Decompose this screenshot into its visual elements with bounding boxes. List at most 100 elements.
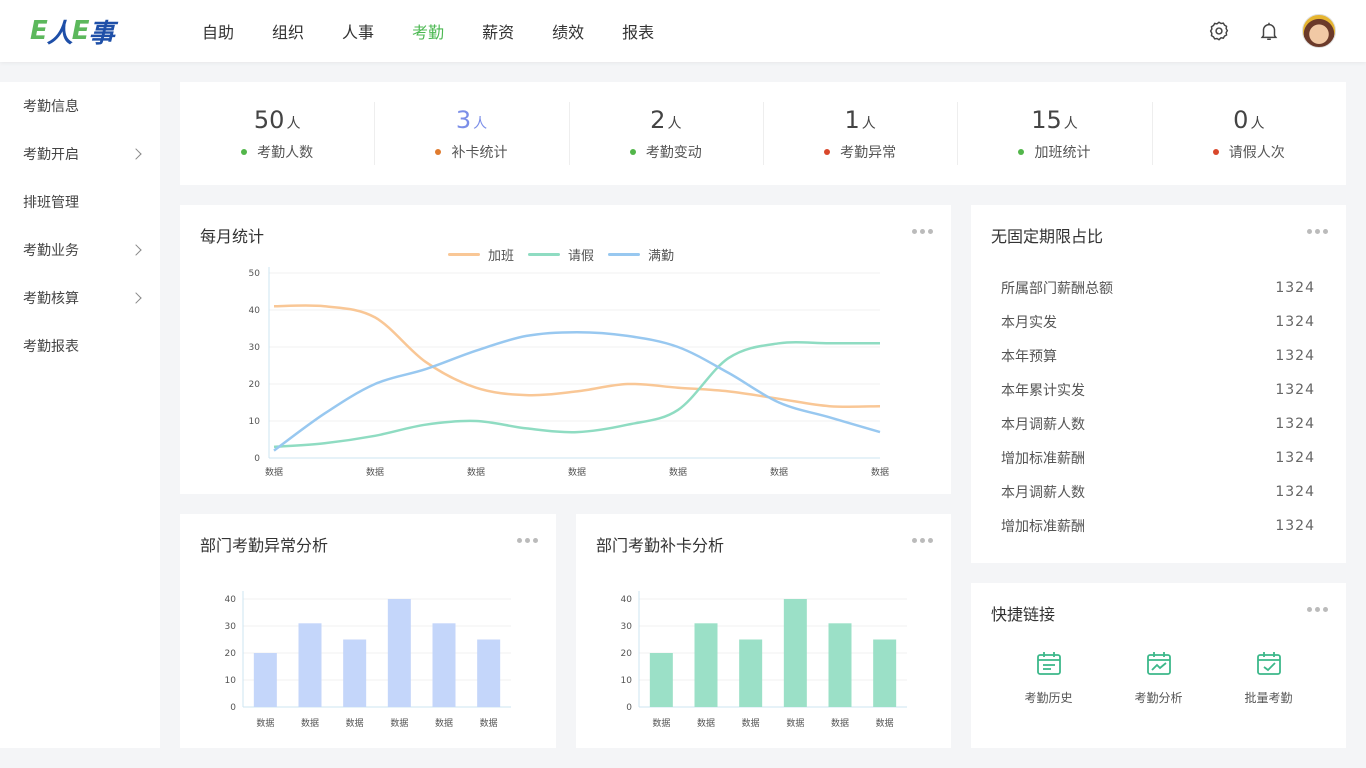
quick-link[interactable]: 考勤分析 — [1104, 649, 1214, 706]
legend-swatch — [528, 253, 561, 256]
calendar-list-icon — [1036, 652, 1061, 675]
sidebar-item[interactable]: 排班管理 — [0, 178, 160, 226]
sidebar-item[interactable]: 考勤开启 — [0, 130, 160, 178]
sidebar: 考勤信息 考勤开启 排班管理 考勤业务 考勤核算考勤报表 — [0, 82, 160, 748]
card-title: 无固定期限占比 — [991, 227, 1104, 246]
quick-link[interactable]: 考勤历史 — [994, 649, 1104, 706]
stat-number: 3 — [455, 105, 472, 134]
nav-item[interactable]: 考勤 — [412, 23, 445, 42]
more-options-icon[interactable] — [909, 538, 933, 543]
legend-item[interactable]: 加班 — [448, 245, 514, 264]
legend-item[interactable]: 满勤 — [608, 245, 674, 264]
user-avatar[interactable] — [1302, 14, 1336, 48]
logo-char-shi: 事 — [88, 18, 115, 49]
y-tick-label: 0 — [626, 703, 632, 713]
x-tick-label: 数据 — [366, 466, 384, 478]
x-tick-label: 数据 — [786, 717, 804, 729]
list-item-label: 本月调薪人数 — [1001, 417, 1085, 433]
card-title: 部门考勤补卡分析 — [596, 536, 725, 555]
list-item-value: 1324 — [1275, 416, 1315, 432]
stat-item[interactable]: 2 人考勤变动 — [568, 82, 763, 185]
nav-item[interactable]: 组织 — [272, 23, 305, 42]
legend-item[interactable]: 请假 — [528, 245, 594, 264]
x-tick-label: 数据 — [871, 466, 889, 478]
status-dot — [435, 148, 442, 155]
top-bar: E 人 E 事 自助 组织 人事 考勤 薪资 绩效 报表 — [0, 0, 1366, 62]
x-tick-label: 数据 — [876, 717, 894, 729]
logo-char-ren: 人 — [46, 18, 73, 49]
series-line — [273, 304, 881, 408]
quick-links-card: 快捷链接 考勤历史 考勤分析 批量考勤 — [971, 583, 1346, 748]
bar — [783, 599, 807, 707]
legend-label: 满勤 — [648, 249, 675, 264]
stat-item[interactable]: 15 人加班统计 — [957, 82, 1151, 185]
abnormal-analysis-card: 部门考勤异常分析 0 10 20 30 40 数据 数据 数据 数据 数据 数据 — [180, 514, 556, 748]
more-options-icon[interactable] — [1304, 607, 1328, 612]
stat-label-text: 加班统计 — [1034, 144, 1091, 161]
y-tick-label: 50 — [249, 269, 261, 279]
chevron-right-icon — [130, 148, 142, 160]
stat-label: 补卡统计 — [435, 142, 507, 162]
x-tick-label: 数据 — [669, 466, 687, 478]
stat-item[interactable]: 3 人补卡统计 — [374, 82, 568, 185]
x-tick-label: 数据 — [265, 466, 283, 478]
nav-item[interactable]: 自助 — [202, 23, 235, 42]
bar — [828, 623, 852, 707]
list-item: 本年预算 1324 — [1001, 339, 1315, 373]
list-item-label: 增加标准薪酬 — [1001, 519, 1085, 535]
legend-swatch — [608, 253, 641, 256]
stat-item[interactable]: 1 人考勤异常 — [762, 82, 957, 185]
bar-chart: 0 10 20 30 40 数据 数据 数据 数据 数据 数据 — [621, 591, 907, 729]
stat-label: 考勤异常 — [824, 142, 896, 162]
stat-unit: 人 — [861, 115, 876, 132]
supplement-analysis-card: 部门考勤补卡分析 0 10 20 30 40 数据 数据 数据 数据 数据 数据 — [576, 514, 951, 748]
x-tick-label: 数据 — [652, 717, 670, 729]
nav-item[interactable]: 薪资 — [482, 23, 515, 42]
quick-link-label: 考勤历史 — [1024, 691, 1073, 705]
stat-value: 15 人 — [1031, 106, 1078, 134]
more-options-icon[interactable] — [909, 229, 933, 234]
status-dot — [1212, 148, 1219, 155]
quick-link[interactable]: 批量考勤 — [1214, 649, 1324, 706]
x-tick-label: 数据 — [435, 717, 453, 729]
stat-label: 考勤变动 — [629, 142, 702, 162]
bar — [739, 639, 763, 707]
nav-item[interactable]: 人事 — [342, 23, 375, 42]
chart-legend: 加班 请假 满勤 — [448, 245, 688, 264]
sidebar-item-label: 考勤报表 — [23, 339, 79, 355]
card-title: 每月统计 — [200, 227, 265, 246]
status-dot — [824, 148, 831, 155]
card-title: 快捷链接 — [991, 605, 1056, 624]
y-tick-label: 20 — [225, 649, 237, 659]
list-item-value: 1324 — [1275, 484, 1315, 500]
stat-item[interactable]: 50 人考勤人数 — [180, 82, 374, 185]
settings-gear-icon[interactable] — [1202, 14, 1236, 48]
stat-unit: 人 — [1063, 115, 1078, 132]
more-options-icon[interactable] — [514, 538, 538, 543]
top-actions — [1186, 14, 1336, 48]
x-tick-label: 数据 — [256, 717, 274, 729]
bell-icon[interactable] — [1252, 14, 1286, 48]
stat-unit: 人 — [667, 115, 682, 132]
sidebar-item[interactable]: 考勤信息 — [0, 82, 160, 130]
calendar-chart-icon — [1146, 652, 1171, 675]
nav-item[interactable]: 报表 — [622, 23, 655, 42]
y-tick-label: 0 — [254, 454, 260, 464]
stat-item[interactable]: 0 人请假人次 — [1151, 82, 1346, 185]
bar — [649, 653, 673, 707]
more-options-icon[interactable] — [1304, 229, 1328, 234]
x-tick-label: 数据 — [346, 717, 364, 729]
stat-unit: 人 — [286, 115, 301, 132]
stat-number: 2 — [650, 105, 666, 134]
nav-item[interactable]: 绩效 — [552, 23, 585, 42]
list-item-label: 本月实发 — [1001, 315, 1057, 331]
bar-chart: 0 10 20 30 40 数据 数据 数据 数据 数据 数据 — [225, 591, 511, 729]
logo-letter-e: E — [71, 16, 90, 46]
bar — [343, 639, 367, 707]
status-dot — [629, 148, 636, 155]
sidebar-item[interactable]: 考勤核算 — [0, 274, 160, 322]
stat-label-text: 补卡统计 — [451, 144, 508, 161]
app-logo[interactable]: E 人 E 事 — [30, 16, 115, 49]
sidebar-item[interactable]: 考勤报表 — [0, 322, 160, 370]
sidebar-item[interactable]: 考勤业务 — [0, 226, 160, 274]
